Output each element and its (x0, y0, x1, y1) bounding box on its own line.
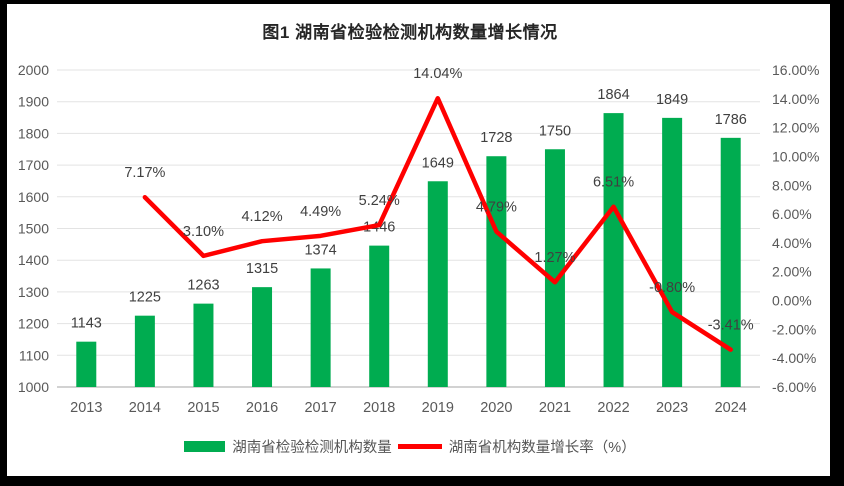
right-axis-tick-label: 2.00% (772, 264, 812, 280)
line-value-label: 4.12% (241, 209, 282, 225)
right-axis-tick-label: 0.00% (772, 293, 812, 309)
line-value-label: 7.17% (124, 165, 165, 181)
right-axis-tick-label: -4.00% (772, 350, 816, 366)
bar-series-label: 湖南省检验检测机构数量 (232, 440, 392, 456)
bar-value-label: 1374 (304, 242, 336, 258)
bar (76, 341, 97, 387)
x-axis-label: 2015 (187, 400, 219, 416)
x-axis-label: 2021 (539, 400, 571, 416)
x-axis-label: 2023 (656, 400, 688, 416)
x-axis-label: 2014 (129, 400, 161, 416)
line-value-label: 14.04% (413, 66, 462, 82)
bar (427, 181, 448, 387)
line-value-label: -0.80% (649, 280, 695, 296)
x-axis-label: 2017 (304, 400, 336, 416)
bar-value-label: 1864 (597, 87, 629, 103)
bar (252, 287, 273, 387)
bar-value-label: 1263 (187, 278, 219, 294)
bar (544, 149, 565, 387)
chart-title: 图1 湖南省检验检测机构数量增长情况 (262, 23, 558, 42)
bar-value-label: 1315 (246, 261, 278, 277)
line-value-label: 3.10% (183, 224, 224, 240)
x-axis-label: 2019 (422, 400, 454, 416)
bar (193, 303, 214, 387)
left-axis-tick-label: 1700 (18, 157, 49, 173)
line-value-label: 4.79% (476, 200, 517, 216)
left-axis-tick-label: 1100 (19, 347, 49, 363)
bar (310, 268, 331, 387)
bar-series-swatch (184, 441, 226, 452)
x-axis-label: 2020 (480, 400, 512, 416)
x-axis-label: 2013 (70, 400, 102, 416)
left-axis-tick-label: 1600 (18, 189, 49, 205)
legend-item-line: 湖南省机构数量增长率（%） (397, 436, 636, 457)
right-axis-tick-label: -6.00% (772, 379, 816, 395)
chart-canvas: 图1 湖南省检验检测机构数量增长情况 湖南省检验检测机构数量 湖南省机构数量增长… (7, 4, 830, 476)
left-axis-tick-label: 1200 (18, 316, 49, 332)
right-axis-tick-label: 16.00% (772, 62, 819, 78)
line-series-swatch (397, 444, 442, 449)
bar (720, 137, 741, 387)
bar (369, 245, 390, 387)
left-axis-tick-label: 1800 (18, 125, 49, 141)
bar (486, 156, 507, 387)
legend-item-bars: 湖南省检验检测机构数量 (184, 436, 392, 457)
right-axis-tick-label: 12.00% (772, 120, 819, 136)
right-axis-tick-label: 10.00% (772, 148, 819, 164)
bar-value-label: 1728 (480, 130, 512, 146)
right-axis-tick-label: 6.00% (772, 206, 812, 222)
line-value-label: 4.49% (300, 204, 341, 220)
bar-value-label: 1143 (71, 316, 102, 332)
left-axis-tick-label: 1000 (18, 379, 49, 395)
left-axis-tick-label: 2000 (18, 62, 49, 78)
x-axis-label: 2022 (597, 400, 629, 416)
bar-value-label: 1225 (129, 290, 161, 306)
left-axis-tick-label: 1300 (18, 284, 49, 300)
line-value-label: 1.27% (534, 250, 575, 266)
bar (603, 113, 624, 387)
growth-rate-line (142, 95, 733, 352)
chart-legend: 湖南省检验检测机构数量 湖南省机构数量增长率（%） (7, 436, 813, 457)
left-axis-tick-label: 1400 (18, 252, 49, 268)
line-value-label: 6.51% (593, 175, 634, 191)
line-series-label: 湖南省机构数量增长率（%） (448, 440, 636, 456)
right-axis-tick-label: 8.00% (772, 177, 812, 193)
line-value-label: 5.24% (359, 193, 400, 209)
bar (134, 315, 155, 387)
bar-value-label: 1750 (539, 123, 571, 139)
right-axis-tick-label: 4.00% (772, 235, 812, 251)
right-axis-tick-label: -2.00% (772, 321, 816, 337)
bar (662, 117, 683, 387)
bar-value-label: 1446 (363, 220, 395, 236)
right-axis-tick-label: 14.00% (772, 91, 819, 107)
x-axis-label: 2024 (715, 400, 747, 416)
x-axis-label: 2016 (246, 400, 278, 416)
x-axis-label: 2018 (363, 400, 395, 416)
bar-value-label: 1786 (715, 112, 747, 128)
left-axis-tick-label: 1900 (18, 94, 49, 110)
bar-value-label: 1849 (656, 92, 688, 108)
bar-value-label: 1649 (422, 155, 454, 171)
left-axis-tick-label: 1500 (18, 221, 49, 237)
line-value-label: -3.41% (708, 318, 754, 334)
